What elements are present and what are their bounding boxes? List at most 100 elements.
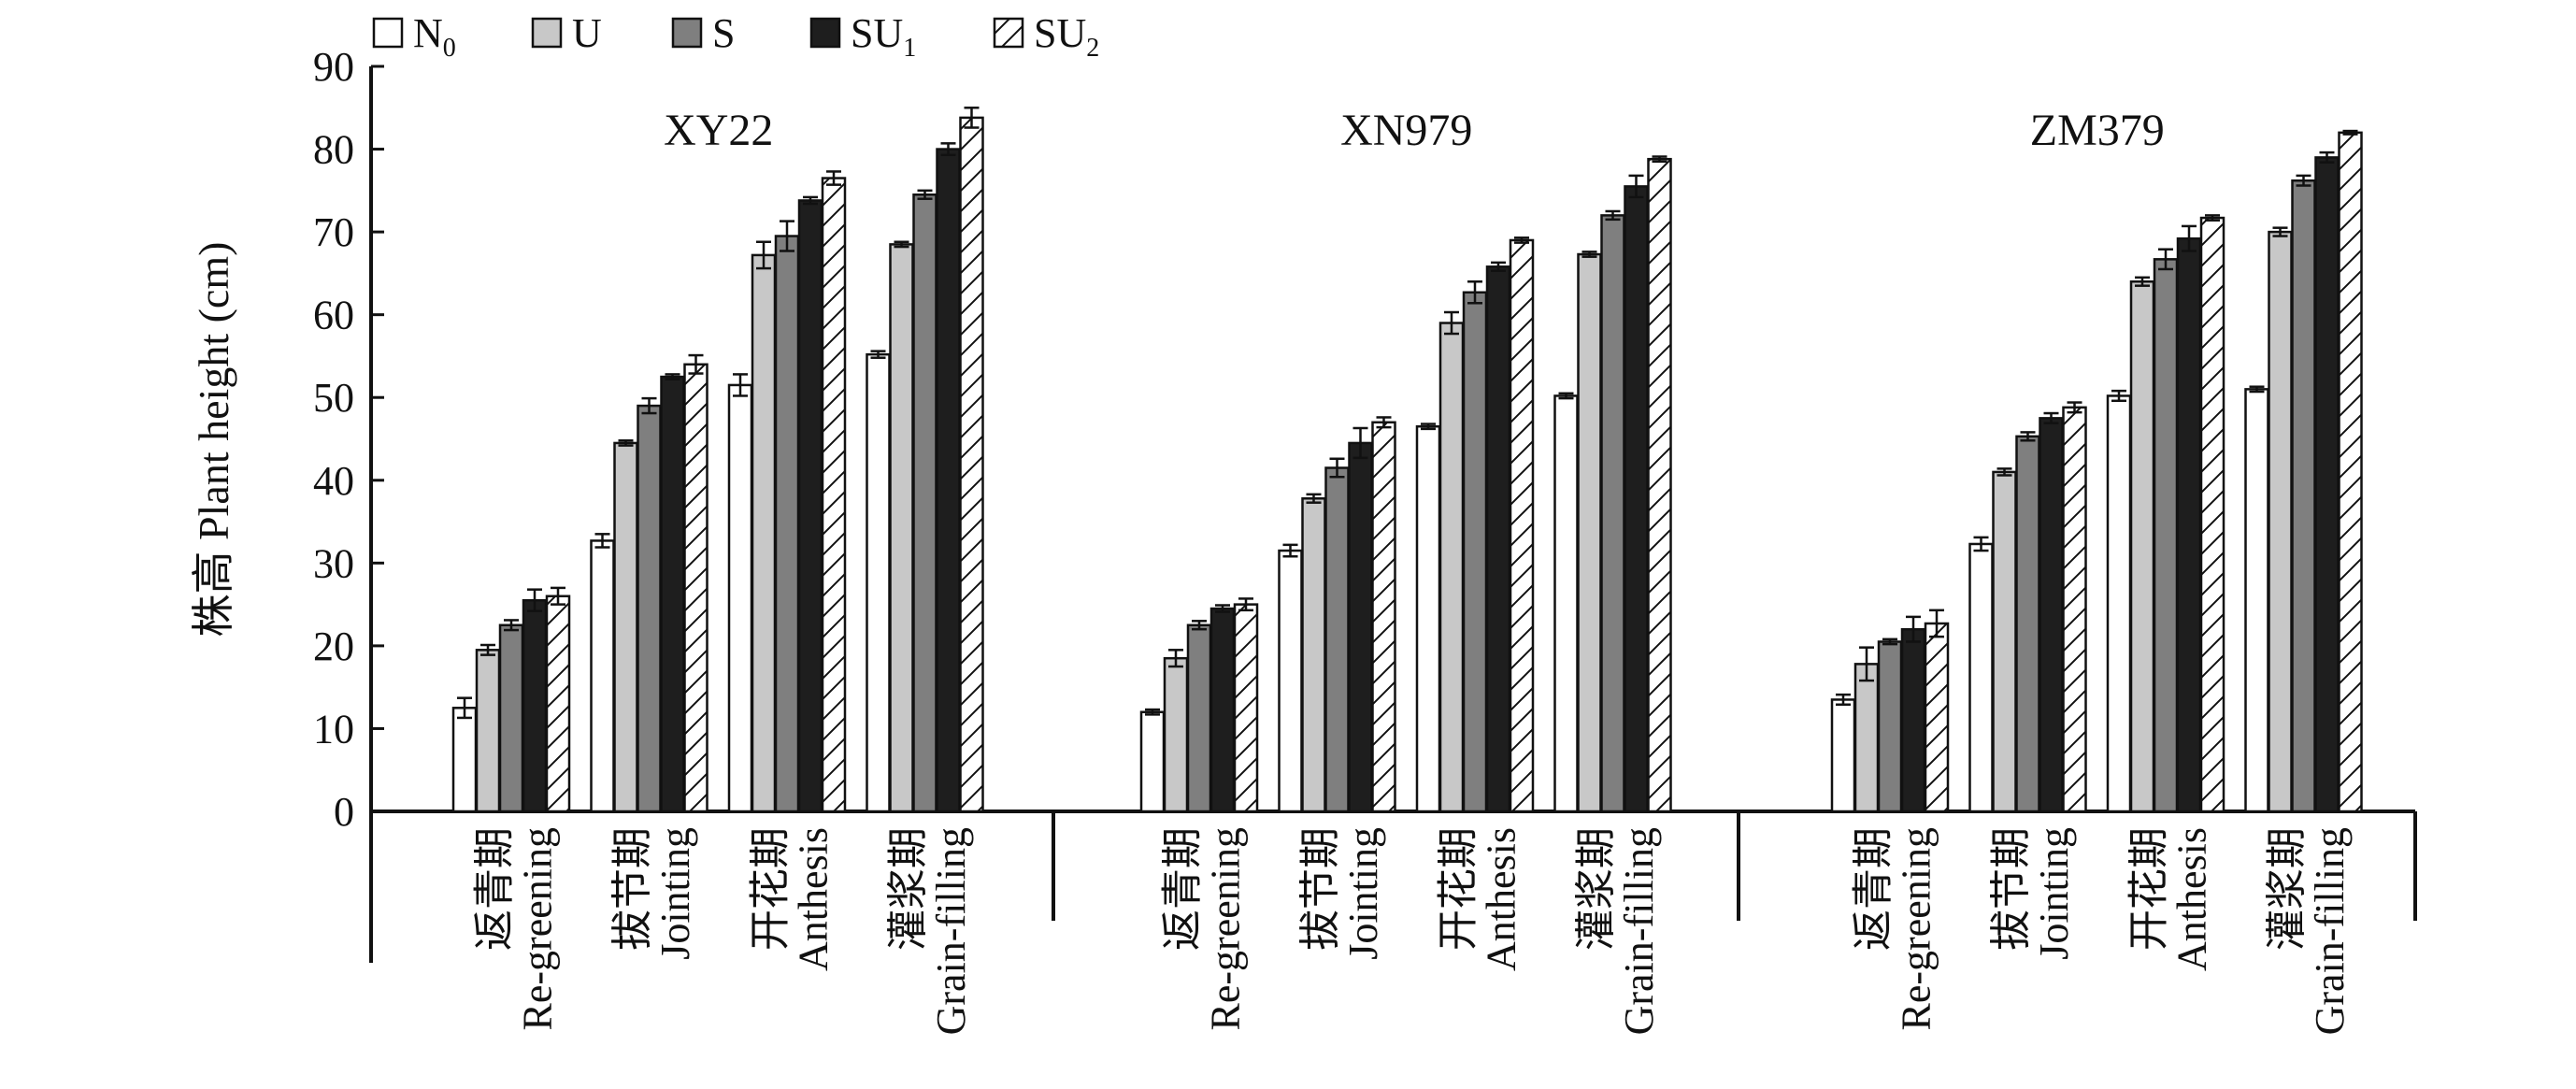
- legend-swatch-SU1: [809, 17, 841, 49]
- legend-label-SU1: SU1: [851, 10, 916, 63]
- bar-SU2: [1647, 157, 1672, 813]
- bar-SU1: [2314, 156, 2340, 813]
- bar-S: [498, 623, 524, 813]
- bar-N0: [451, 707, 478, 813]
- bar-N0: [1830, 698, 1856, 813]
- bar-SU1: [797, 199, 823, 813]
- category-label-zh: 开花期: [2126, 827, 2172, 951]
- y-tick-label: 90: [313, 44, 354, 90]
- y-axis: 0 10 20 30 40 50 60 70 80 90 株高 Plant height (cm): [190, 44, 384, 835]
- bar-N0: [590, 539, 615, 813]
- category-label-en: Jointing: [2031, 827, 2077, 960]
- category-label-en: Re-greening: [515, 827, 561, 1030]
- bar-U: [613, 441, 638, 813]
- category-label-en: Anthesis: [791, 827, 837, 971]
- group-title: XN979: [1340, 106, 1472, 155]
- category-label-zh: 灌浆期: [885, 827, 931, 951]
- y-tick-label: 10: [313, 706, 354, 752]
- y-tick-label: 40: [313, 458, 354, 504]
- category-label-zh: 返青期: [1851, 827, 1896, 951]
- bar-SU2: [1371, 421, 1396, 813]
- y-axis-title: 株高 Plant height (cm): [190, 242, 237, 638]
- bar-SU1: [2039, 417, 2064, 813]
- bar-SU1: [660, 375, 685, 813]
- bar-N0: [2244, 388, 2269, 813]
- bar-U: [889, 243, 914, 813]
- bar-S: [774, 235, 800, 813]
- y-tick-label: 70: [313, 209, 354, 255]
- bar-U: [1853, 663, 1880, 813]
- category-label-en: Grain-filling: [928, 827, 974, 1035]
- y-tick-label: 50: [313, 375, 354, 421]
- bar-S: [1186, 623, 1212, 813]
- category-label-zh: 返青期: [1160, 827, 1206, 951]
- category-label-en: Jointing: [1340, 827, 1386, 960]
- group-title: ZM379: [2030, 106, 2165, 155]
- category-label-en: Grain-filling: [1616, 827, 1662, 1035]
- legend-swatch-SU2: [993, 17, 1024, 49]
- category-label-zh: 返青期: [472, 827, 518, 951]
- category-label-zh: 开花期: [1436, 827, 1481, 951]
- bar-N0: [1139, 710, 1166, 813]
- bar-N0: [1415, 424, 1441, 813]
- bar-S: [2153, 258, 2179, 813]
- y-tick-label: 80: [313, 127, 354, 173]
- bar-U: [1992, 470, 2017, 813]
- legend-label-S: S: [712, 10, 735, 56]
- bar-SU2: [545, 595, 571, 813]
- bar-N0: [2106, 394, 2132, 813]
- bar-S: [1600, 214, 1625, 813]
- bar-SU1: [936, 148, 961, 813]
- y-tick-label: 60: [313, 293, 354, 338]
- bar-SU2: [2199, 216, 2225, 813]
- y-tick-label: 0: [334, 789, 354, 835]
- bar-SU2: [1509, 238, 1535, 813]
- legend-label-U: U: [572, 10, 602, 56]
- bar-SU2: [1233, 603, 1259, 813]
- bar-SU1: [1485, 265, 1511, 813]
- category-label-en: Re-greening: [1203, 827, 1249, 1030]
- bar-U: [751, 253, 777, 813]
- category-label-en: Re-greening: [1894, 827, 1939, 1030]
- y-tick-label: 30: [313, 540, 354, 586]
- category-label-zh: 拔节期: [1988, 827, 2034, 951]
- bar-U: [475, 649, 501, 813]
- category-label-zh: 灌浆期: [1573, 827, 1619, 951]
- bar-S: [1324, 466, 1350, 813]
- bar-SU2: [2062, 406, 2087, 813]
- legend-swatch-S: [671, 17, 703, 49]
- bar-SU2: [959, 116, 984, 813]
- bar-N0: [1968, 542, 1994, 813]
- category-label-en: Grain-filling: [2307, 827, 2353, 1035]
- plot-area: XY22 XN979 ZM379: [451, 106, 2363, 813]
- bar-SU1: [1900, 627, 1926, 813]
- category-label-zh: 灌浆期: [2264, 827, 2310, 951]
- category-label-en: Anthesis: [2169, 827, 2215, 971]
- category-label-en: Anthesis: [1479, 827, 1524, 971]
- bar-SU2: [2338, 131, 2363, 813]
- bar-U: [2129, 279, 2155, 813]
- bar-SU1: [1348, 441, 1373, 813]
- bar-SU1: [522, 598, 548, 813]
- bar-SU1: [2176, 236, 2202, 813]
- bar-SU2: [1924, 622, 1950, 813]
- bar-S: [1877, 640, 1903, 813]
- y-tick-label: 20: [313, 623, 354, 669]
- bar-U: [1163, 656, 1189, 813]
- legend-label-N0: N0: [413, 10, 456, 63]
- legend-swatch-N0: [372, 17, 404, 49]
- bar-S: [2291, 179, 2316, 813]
- bar-SU1: [1209, 607, 1236, 813]
- bar-U: [1301, 497, 1326, 813]
- bar-S: [2015, 435, 2040, 813]
- bar-N0: [866, 352, 891, 813]
- legend-label-SU2: SU2: [1034, 10, 1099, 63]
- category-label-zh: 拔节期: [1297, 827, 1343, 951]
- bar-S: [1462, 291, 1488, 813]
- bar-SU2: [821, 177, 847, 813]
- bar-U: [1438, 322, 1465, 813]
- bar-SU2: [683, 363, 708, 813]
- category-label-zh: 开花期: [748, 827, 794, 951]
